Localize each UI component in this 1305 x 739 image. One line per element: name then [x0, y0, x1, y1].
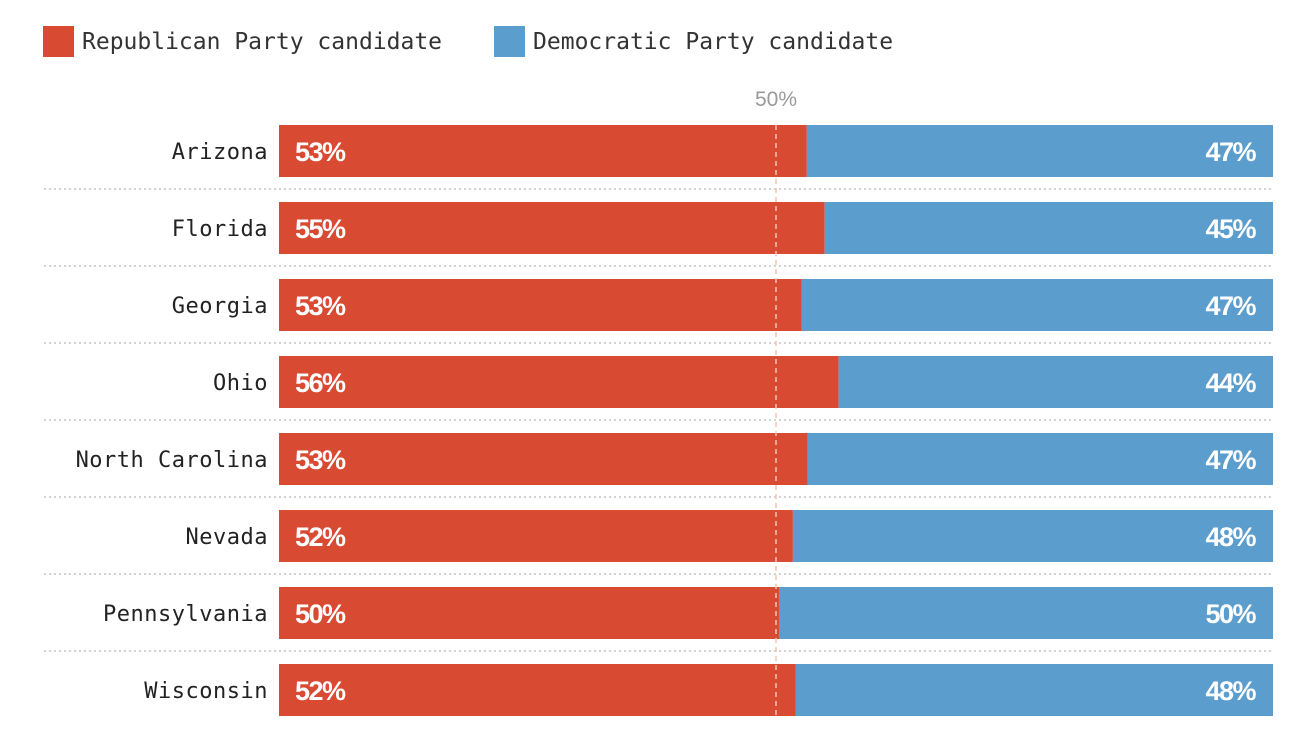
bar-republican-georgia	[279, 279, 802, 331]
bar-republican-north-carolina	[279, 433, 808, 485]
category-label-ohio: Ohio	[213, 371, 268, 396]
category-label-north-carolina: North Carolina	[76, 448, 268, 473]
value-label-democratic-pennsylvania: 50%	[1205, 599, 1256, 629]
value-label-republican-north-carolina: 53%	[295, 445, 346, 475]
category-label-nevada: Nevada	[186, 525, 268, 550]
category-label-wisconsin: Wisconsin	[144, 679, 268, 704]
bar-republican-pennsylvania	[279, 587, 779, 639]
value-label-democratic-wisconsin: 48%	[1205, 676, 1256, 706]
value-label-democratic-florida: 45%	[1205, 214, 1256, 244]
bar-republican-arizona	[279, 125, 807, 177]
category-label-pennsylvania: Pennsylvania	[103, 602, 268, 627]
value-label-democratic-arizona: 47%	[1205, 137, 1256, 167]
value-label-democratic-north-carolina: 47%	[1205, 445, 1256, 475]
legend-item-democratic: Democratic Party candidate	[494, 26, 893, 57]
value-label-republican-wisconsin: 52%	[295, 676, 346, 706]
category-label-florida: Florida	[172, 217, 268, 242]
bar-republican-wisconsin	[279, 664, 796, 716]
bar-democratic-nevada	[792, 510, 1273, 562]
category-label-arizona: Arizona	[172, 140, 268, 165]
bar-democratic-florida	[824, 202, 1273, 254]
bar-republican-ohio	[279, 356, 839, 408]
bar-democratic-pennsylvania	[778, 587, 1273, 639]
value-label-republican-nevada: 52%	[295, 522, 346, 552]
bar-democratic-north-carolina	[807, 433, 1273, 485]
value-label-democratic-nevada: 48%	[1205, 522, 1256, 552]
reference-line-label: 50%	[755, 88, 797, 111]
value-label-republican-georgia: 53%	[295, 291, 346, 321]
category-label-georgia: Georgia	[172, 294, 268, 319]
legend-swatch-republican	[43, 26, 74, 57]
legend-label-democratic: Democratic Party candidate	[533, 28, 894, 55]
bar-republican-florida	[279, 202, 825, 254]
bar-republican-nevada	[279, 510, 793, 562]
legend-label-republican: Republican Party candidate	[82, 28, 443, 55]
legend: Republican Party candidate Democratic Pa…	[43, 26, 945, 57]
bar-democratic-ohio	[838, 356, 1273, 408]
legend-item-republican: Republican Party candidate	[43, 26, 442, 57]
value-label-republican-arizona: 53%	[295, 137, 346, 167]
value-label-republican-florida: 55%	[295, 214, 346, 244]
legend-swatch-democratic	[494, 26, 526, 57]
value-label-republican-ohio: 56%	[295, 368, 346, 398]
bar-democratic-wisconsin	[795, 664, 1273, 716]
value-label-democratic-georgia: 47%	[1205, 291, 1256, 321]
value-label-democratic-ohio: 44%	[1205, 368, 1256, 398]
bar-democratic-georgia	[801, 279, 1273, 331]
value-label-republican-pennsylvania: 50%	[295, 599, 346, 629]
bar-democratic-arizona	[806, 125, 1273, 177]
